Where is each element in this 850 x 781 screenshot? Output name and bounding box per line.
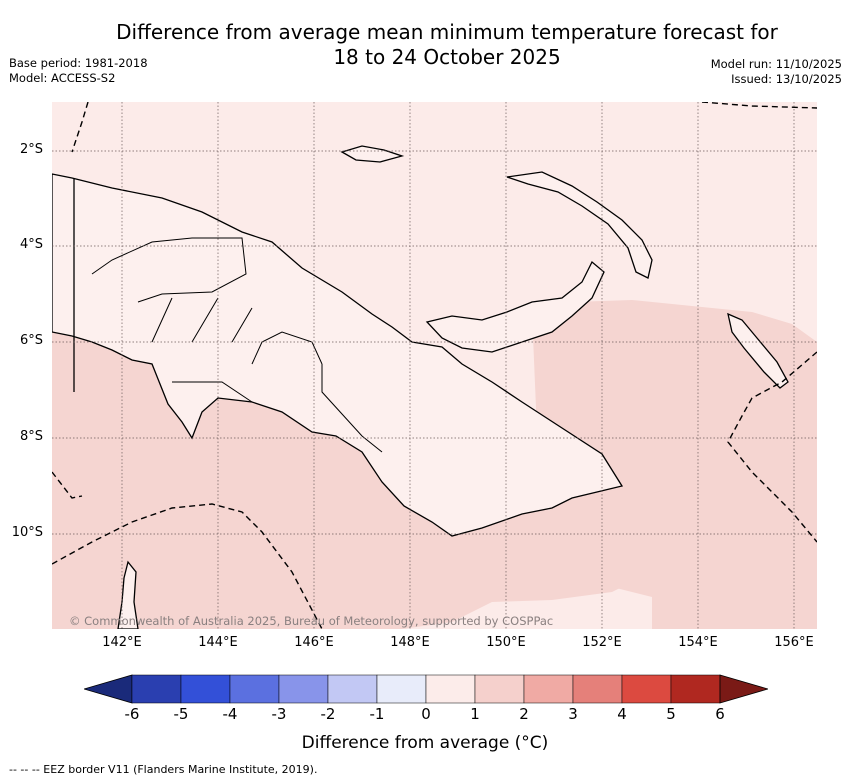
colorbar-label: Difference from average (°C)	[301, 733, 549, 753]
new-britain-island	[425, 260, 605, 353]
lat-label-10s: 10°S	[11, 525, 43, 540]
lat-label-4s: 4°S	[19, 237, 43, 252]
manus-island	[340, 145, 405, 163]
colorbar-tick-label: 4	[617, 705, 627, 723]
lat-label-6s: 6°S	[19, 333, 43, 348]
forecast-map	[52, 102, 817, 629]
colorbar-extend-high	[719, 674, 768, 704]
lon-label-154e: 154°E	[678, 635, 718, 650]
colorbar-tick-label: -4	[222, 705, 238, 723]
map-title: Difference from average mean minimum tem…	[95, 20, 799, 70]
eez-footnote: -- -- -- EEZ border V11 (Flanders Marine…	[9, 763, 318, 776]
issued-date: Issued: 13/10/2025	[731, 72, 842, 86]
colorbar-tick-label: 2	[519, 705, 529, 723]
colorbar-segment	[131, 674, 182, 704]
new-guinea-mainland	[52, 173, 624, 537]
new-ireland-island	[506, 171, 653, 279]
cape-york	[117, 560, 139, 629]
title-line-1: Difference from average mean minimum tem…	[116, 20, 778, 44]
colorbar-tick-label: -2	[320, 705, 336, 723]
bougainville-island	[727, 312, 789, 389]
colorbar-tick-label: 5	[666, 705, 676, 723]
colorbar-segment	[670, 674, 721, 704]
colorbar-segment	[229, 674, 280, 704]
title-line-2: 18 to 24 October 2025	[333, 45, 561, 69]
meta-left: Base period: 1981-2018 Model: ACCESS-S2	[9, 56, 148, 86]
colorbar	[84, 674, 768, 704]
colorbar-segment	[523, 674, 574, 704]
colorbar-tick-label: -1	[369, 705, 385, 723]
copyright-notice: © Commonwealth of Australia 2025, Bureau…	[69, 614, 554, 628]
lon-label-148e: 148°E	[390, 635, 430, 650]
lat-label-8s: 8°S	[19, 429, 43, 444]
colorbar-tick-label: 6	[715, 705, 725, 723]
model-run: Model run: 11/10/2025	[710, 57, 842, 71]
colorbar-segment	[425, 674, 476, 704]
colorbar-tick-label: -6	[124, 705, 140, 723]
colorbar-segment	[621, 674, 672, 704]
lat-label-2s: 2°S	[19, 142, 43, 157]
lon-label-144e: 144°E	[198, 635, 238, 650]
lon-label-142e: 142°E	[102, 635, 142, 650]
meta-right: Model run: 11/10/2025 Issued: 13/10/2025	[711, 57, 842, 87]
colorbar-segment	[474, 674, 525, 704]
lon-label-156e: 156°E	[774, 635, 814, 650]
provincial-boundaries	[91, 237, 383, 453]
graticule	[52, 102, 817, 629]
eez-borders	[52, 102, 817, 629]
colorbar-segment	[180, 674, 231, 704]
colorbar-segment	[327, 674, 378, 704]
colorbar-segment	[376, 674, 427, 704]
anomaly-1-2-region-east	[532, 300, 817, 629]
colorbar-tick-label: 3	[568, 705, 578, 723]
lon-label-152e: 152°E	[582, 635, 622, 650]
colorbar-tick-label: -5	[173, 705, 189, 723]
base-period: Base period: 1981-2018	[9, 56, 148, 70]
colorbar-segment	[572, 674, 623, 704]
model-name: Model: ACCESS-S2	[9, 71, 116, 85]
lon-label-146e: 146°E	[294, 635, 334, 650]
colorbar-segment	[278, 674, 329, 704]
colorbar-extend-low	[84, 674, 133, 704]
colorbar-tick-label: 0	[421, 705, 431, 723]
lon-label-150e: 150°E	[486, 635, 526, 650]
colorbar-tick-label: 1	[470, 705, 480, 723]
colorbar-tick-label: -3	[271, 705, 287, 723]
